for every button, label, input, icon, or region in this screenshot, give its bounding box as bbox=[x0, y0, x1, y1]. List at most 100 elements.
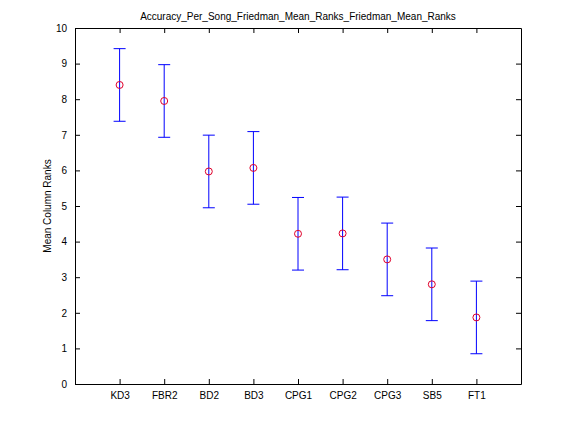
marker bbox=[250, 164, 257, 171]
y-tick-label: 5 bbox=[61, 201, 67, 212]
title: Accuracy_Per_Song_Friedman_Mean_Ranks_Fr… bbox=[140, 11, 456, 22]
error-cap-lower bbox=[203, 207, 215, 208]
x-tick-top bbox=[476, 28, 477, 33]
x-axis-top bbox=[76, 28, 522, 33]
x-tick-top bbox=[120, 28, 121, 33]
error-cap-lower bbox=[158, 137, 170, 138]
y-tick-right bbox=[516, 348, 521, 349]
x-tick-top bbox=[253, 28, 254, 33]
y-tick-mark bbox=[75, 206, 80, 207]
x-tick-label: BD3 bbox=[244, 390, 264, 401]
y-tick: 9 bbox=[61, 58, 80, 69]
x-tick-mark-top bbox=[343, 28, 344, 33]
x-tick-label: BD2 bbox=[200, 390, 220, 401]
x-tick-mark bbox=[298, 379, 299, 384]
error-bar-group bbox=[426, 248, 438, 321]
x-tick-mark-top bbox=[209, 28, 210, 33]
error-cap-lower bbox=[381, 295, 393, 296]
y-tick: 6 bbox=[61, 165, 80, 176]
error-cap-lower bbox=[470, 353, 482, 354]
x-tick-mark-top bbox=[432, 28, 433, 33]
y-tick: 2 bbox=[61, 308, 80, 319]
y-tick-mark-right bbox=[516, 64, 521, 65]
error-cap-upper bbox=[158, 64, 170, 65]
error-bar bbox=[298, 197, 299, 270]
y-tick-mark-right bbox=[516, 277, 521, 278]
chart: 012345678910KD3FBR2BD2BD3CPG1CPG2CPG3SB5… bbox=[0, 0, 576, 432]
y-tick-label: 9 bbox=[61, 58, 67, 69]
error-cap-upper bbox=[470, 281, 482, 282]
x-tick: CPG1 bbox=[285, 379, 313, 401]
y-tick-mark bbox=[75, 99, 80, 100]
y-tick-mark-right bbox=[516, 135, 521, 136]
y-tick-label: 10 bbox=[56, 23, 68, 34]
marker bbox=[205, 168, 212, 175]
x-tick-mark bbox=[387, 379, 388, 384]
error-cap-upper bbox=[292, 197, 304, 198]
y-tick-mark-right bbox=[516, 170, 521, 171]
x-tick-top bbox=[432, 28, 433, 33]
x-tick-mark bbox=[343, 379, 344, 384]
x-tick-mark-top bbox=[387, 28, 388, 33]
x-tick-label: FBR2 bbox=[152, 390, 178, 401]
y-tick: 5 bbox=[61, 201, 80, 212]
error-bar bbox=[119, 49, 120, 122]
x-tick-mark bbox=[164, 379, 165, 384]
error-bar-group bbox=[203, 135, 215, 208]
plot-area bbox=[75, 28, 521, 384]
y-tick-right bbox=[516, 313, 521, 314]
y-tick-mark-right bbox=[516, 313, 521, 314]
y-tick-label: 4 bbox=[61, 236, 67, 247]
x-tick-top bbox=[343, 28, 344, 33]
x-tick: CPG2 bbox=[329, 379, 357, 401]
y-tick-right bbox=[516, 64, 521, 65]
x-tick: FBR2 bbox=[152, 379, 178, 401]
x-tick: FT1 bbox=[468, 379, 486, 401]
error-bar-group bbox=[247, 132, 259, 205]
marker bbox=[161, 97, 168, 104]
frame-right bbox=[521, 29, 522, 385]
y-tick-mark bbox=[75, 135, 80, 136]
error-cap-upper bbox=[426, 248, 438, 249]
error-cap-lower bbox=[292, 270, 304, 271]
error-bar-group bbox=[337, 197, 349, 270]
y-tick-label: 8 bbox=[61, 94, 67, 105]
marker bbox=[116, 81, 123, 88]
error-cap-lower bbox=[114, 121, 126, 122]
y-tick-mark-right bbox=[516, 99, 521, 100]
error-bar bbox=[164, 65, 165, 138]
x-tick-mark bbox=[120, 379, 121, 384]
error-bar-group bbox=[381, 223, 393, 296]
error-cap-lower bbox=[337, 269, 349, 270]
marker bbox=[295, 230, 302, 237]
x-tick-mark-top bbox=[120, 28, 121, 33]
y-tick-right bbox=[516, 135, 521, 136]
y-tick: 1 bbox=[61, 343, 80, 354]
error-bar bbox=[431, 248, 432, 321]
error-cap-upper bbox=[247, 131, 259, 132]
marker bbox=[473, 314, 480, 321]
error-bar bbox=[208, 135, 209, 208]
x-tick-mark bbox=[432, 379, 433, 384]
y-tick-label: 1 bbox=[61, 343, 67, 354]
y-tick-mark-right bbox=[516, 242, 521, 243]
y-axis-right bbox=[516, 29, 522, 385]
marker bbox=[384, 256, 391, 263]
y-tick-mark bbox=[75, 348, 80, 349]
error-cap-lower bbox=[426, 320, 438, 321]
x-tick-label: KD3 bbox=[110, 390, 130, 401]
error-bar bbox=[253, 132, 254, 205]
x-tick: CPG3 bbox=[374, 379, 402, 401]
y-tick-label: 0 bbox=[61, 379, 67, 390]
x-tick-mark-top bbox=[164, 28, 165, 33]
error-bar-group bbox=[114, 49, 126, 122]
x-tick-mark bbox=[253, 379, 254, 384]
x-tick: BD3 bbox=[244, 379, 264, 401]
x-tick-mark-top bbox=[476, 28, 477, 33]
x-tick: SB5 bbox=[423, 379, 442, 401]
x-tick-top bbox=[387, 28, 388, 33]
x-tick-label: CPG1 bbox=[285, 390, 313, 401]
x-axis-line bbox=[76, 384, 522, 385]
y-tick-mark bbox=[75, 170, 80, 171]
y-tick-label: 3 bbox=[61, 272, 67, 283]
